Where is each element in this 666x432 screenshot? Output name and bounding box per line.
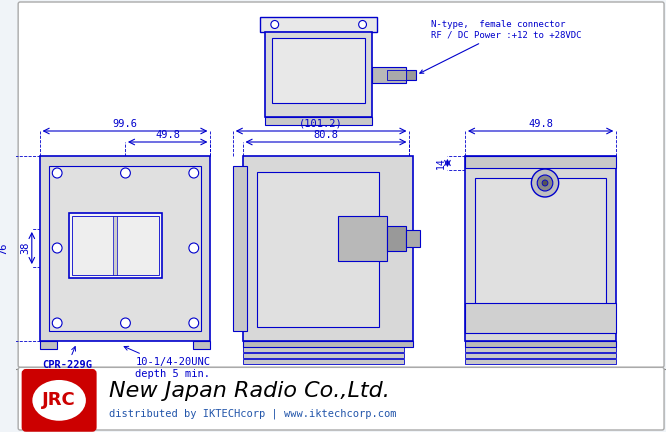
Text: CPR-229G: CPR-229G	[43, 346, 93, 370]
Text: 49.8: 49.8	[528, 119, 553, 129]
Text: distributed by IKTECHcorp | www.iktechcorp.com: distributed by IKTECHcorp | www.iktechco…	[109, 408, 396, 419]
Bar	[242, 156, 414, 341]
Bar	[233, 166, 248, 331]
Text: 14: 14	[436, 157, 446, 169]
Bar	[72, 216, 159, 275]
Bar	[257, 172, 379, 327]
FancyBboxPatch shape	[18, 367, 664, 430]
Text: 49.8: 49.8	[155, 130, 180, 140]
Circle shape	[53, 318, 62, 328]
Bar	[192, 341, 210, 349]
Bar	[338, 216, 387, 261]
Circle shape	[189, 168, 198, 178]
Circle shape	[531, 169, 559, 197]
Bar	[465, 341, 616, 347]
Ellipse shape	[34, 381, 85, 419]
Circle shape	[53, 243, 62, 253]
Bar	[242, 341, 404, 346]
Circle shape	[359, 20, 366, 29]
Bar	[265, 117, 372, 125]
Text: 10-1/4-20UNC
depth 5 min.: 10-1/4-20UNC depth 5 min.	[124, 346, 210, 379]
Bar	[465, 303, 616, 333]
Text: 80.8: 80.8	[314, 130, 338, 140]
Bar	[39, 341, 57, 349]
Bar	[465, 353, 616, 358]
Bar	[265, 32, 372, 117]
Bar	[465, 359, 616, 364]
Bar	[242, 359, 404, 364]
Bar	[242, 347, 404, 352]
Text: JRC: JRC	[42, 391, 76, 410]
Bar	[465, 156, 616, 168]
Circle shape	[53, 168, 62, 178]
Bar	[69, 213, 162, 278]
Bar	[242, 341, 414, 347]
Bar	[242, 353, 404, 358]
Circle shape	[189, 318, 198, 328]
Bar	[387, 226, 406, 251]
Text: (101.2): (101.2)	[299, 119, 343, 129]
FancyBboxPatch shape	[18, 2, 664, 367]
Bar	[272, 38, 366, 103]
Bar	[465, 156, 616, 341]
Circle shape	[121, 168, 131, 178]
Circle shape	[189, 243, 198, 253]
Bar	[372, 67, 406, 83]
Bar	[475, 178, 607, 313]
Bar	[39, 156, 210, 341]
FancyBboxPatch shape	[23, 370, 95, 430]
Bar	[406, 70, 416, 80]
Bar	[49, 166, 200, 331]
Bar	[406, 230, 420, 247]
Bar	[465, 341, 616, 346]
Circle shape	[121, 318, 131, 328]
Text: 76: 76	[0, 242, 9, 255]
Circle shape	[271, 20, 278, 29]
Circle shape	[537, 175, 553, 191]
Text: 99.6: 99.6	[113, 119, 137, 129]
Text: 38: 38	[20, 242, 30, 254]
Bar	[387, 70, 406, 80]
Circle shape	[542, 180, 548, 186]
Text: New Japan Radio Co.,Ltd.: New Japan Radio Co.,Ltd.	[109, 381, 390, 401]
Text: N-type,  female connector
RF / DC Power :+12 to +28VDC: N-type, female connector RF / DC Power :…	[420, 20, 581, 73]
Bar	[465, 347, 616, 352]
Bar	[260, 17, 377, 32]
Bar	[113, 216, 117, 275]
